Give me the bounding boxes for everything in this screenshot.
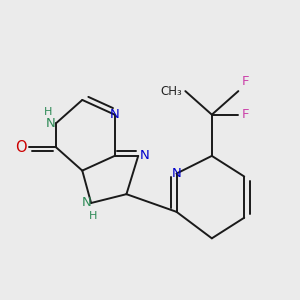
- Text: O: O: [15, 140, 26, 154]
- Text: F: F: [241, 108, 249, 121]
- Text: N: N: [140, 149, 149, 162]
- Text: N: N: [172, 167, 182, 180]
- Text: N: N: [46, 117, 56, 130]
- Text: F: F: [241, 75, 249, 88]
- Text: H: H: [88, 211, 97, 221]
- Text: N: N: [81, 196, 91, 209]
- Text: N: N: [110, 108, 119, 121]
- Text: CH₃: CH₃: [160, 85, 182, 98]
- Text: H: H: [44, 107, 52, 117]
